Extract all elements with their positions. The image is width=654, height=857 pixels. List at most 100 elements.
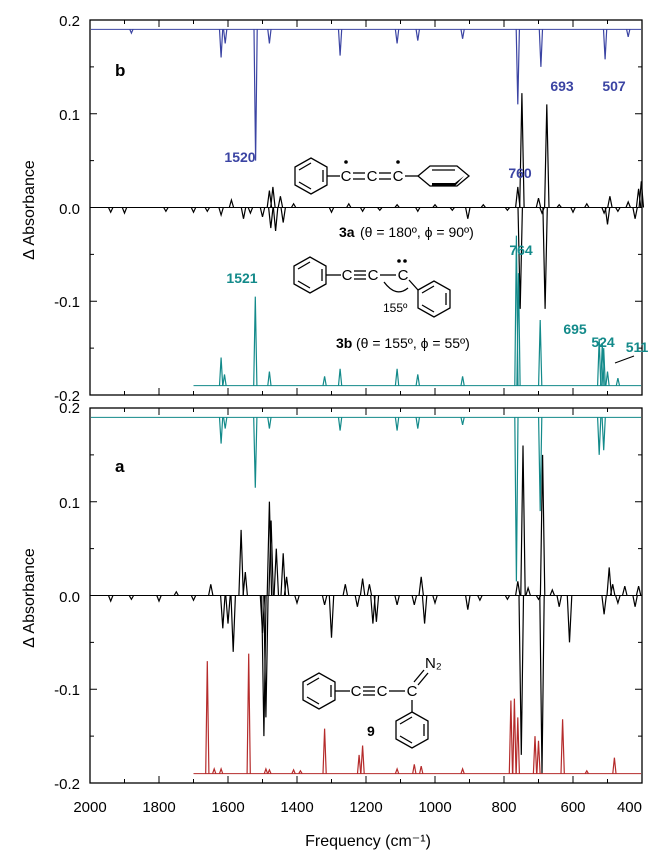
spectral-peak	[606, 567, 612, 596]
spectral-peak	[460, 767, 465, 774]
spectral-peak	[394, 29, 400, 44]
spectral-peak	[291, 768, 296, 774]
spectral-peak	[230, 595, 236, 652]
peak-label: 524	[591, 334, 615, 350]
spectral-peak	[394, 595, 400, 606]
panel-b-ytick: -0.1	[54, 294, 80, 311]
spectral-peak	[356, 754, 362, 774]
molecule-3b-label: 3b	[336, 335, 352, 351]
spectral-peak	[449, 207, 455, 212]
spectral-peak	[421, 595, 428, 624]
spectral-peak	[267, 29, 272, 44]
panel-a-calc-inverted-trace	[91, 416, 641, 582]
spectral-peak	[412, 764, 417, 774]
spectral-peak	[632, 595, 638, 607]
spectral-peak	[220, 595, 226, 629]
peak-label: 693	[550, 78, 574, 94]
spectral-peak	[638, 181, 645, 208]
spectral-peak	[247, 207, 254, 215]
panel-a-ytick: 0.2	[59, 400, 80, 417]
spectral-peak	[263, 595, 269, 718]
spectral-peak	[538, 29, 544, 67]
spectral-peak	[218, 767, 224, 774]
spectral-peak	[601, 417, 606, 451]
spectral-peak	[267, 768, 272, 774]
spectral-peak	[267, 371, 272, 386]
spectral-peak	[411, 595, 418, 606]
panel-b-ylabel: Δ Absorbance	[21, 160, 38, 260]
spectral-peak	[597, 338, 602, 386]
spectral-peak	[504, 595, 511, 601]
spectral-peak	[601, 595, 607, 615]
spectral-peak	[261, 595, 267, 737]
svg-text:C: C	[407, 683, 418, 700]
spectral-peak	[328, 595, 335, 638]
spectral-peak	[480, 203, 486, 208]
spectral-peak	[570, 207, 576, 214]
x-tick-label: 2000	[73, 799, 106, 816]
spectral-peak	[253, 417, 258, 488]
spectral-peak	[280, 553, 286, 596]
spectral-peak	[584, 202, 590, 208]
spectral-peak	[600, 343, 605, 386]
spectral-peak	[373, 595, 380, 622]
molecule-3b-params: (θ = 155º, ϕ = 55º)	[356, 335, 470, 351]
spectral-peak	[294, 595, 300, 606]
spectral-peak	[163, 207, 169, 213]
spectral-peak	[253, 296, 258, 386]
spectral-peak	[542, 207, 548, 309]
peak-label: 760	[508, 165, 532, 181]
molecule-3a-params: (θ = 180º, ϕ = 90º)	[360, 224, 474, 240]
panel-b-ytick: 0.1	[59, 107, 80, 124]
spectral-peak	[465, 595, 471, 610]
spectral-peak	[560, 719, 565, 774]
spectral-peak	[253, 29, 258, 161]
spectral-peak	[604, 207, 611, 225]
spectral-peak	[621, 585, 628, 596]
spectral-peak	[625, 200, 631, 208]
spectral-peak	[477, 595, 483, 602]
spectral-peak	[394, 368, 400, 386]
peak-label: 507	[602, 78, 626, 94]
spectral-peak	[556, 595, 562, 607]
panel-a-ytick: 0.0	[59, 589, 80, 606]
spectral-peak	[266, 501, 273, 596]
molecule-3a-structure: C C C	[294, 157, 471, 195]
spectral-peak	[601, 348, 606, 386]
spectral-peak	[536, 740, 541, 774]
svg-text:C: C	[341, 168, 352, 185]
spectral-peak	[460, 29, 465, 39]
spectral-peak	[544, 104, 550, 208]
spectral-peak	[218, 29, 224, 58]
spectral-peak	[394, 767, 400, 774]
spectral-peak	[539, 595, 545, 774]
spectral-peak	[223, 417, 228, 429]
spectral-peak	[415, 207, 421, 213]
spectral-peak	[263, 767, 269, 774]
spectral-peak	[205, 661, 210, 774]
spectral-peak	[538, 319, 543, 386]
svg-text:C: C	[398, 267, 409, 284]
spectral-peak	[212, 767, 217, 774]
spectral-peak	[366, 584, 373, 596]
panel-a-calc-trace	[193, 653, 641, 775]
spectral-peak	[290, 202, 297, 208]
spectral-peak	[516, 273, 521, 386]
spectral-peak	[321, 595, 328, 606]
spectral-peak	[418, 576, 424, 596]
panel-a	[89, 407, 643, 784]
spectral-peak	[632, 207, 638, 219]
spectral-peak	[460, 376, 465, 386]
panel-b	[89, 19, 645, 396]
spectral-peak	[518, 595, 525, 755]
angle-label: 155º	[383, 301, 408, 315]
svg-text:C: C	[377, 683, 388, 700]
spectral-peak	[107, 595, 114, 603]
spectral-peak	[612, 757, 617, 774]
peak-label: 511	[626, 339, 649, 355]
panel-b-ytick: -0.2	[54, 388, 80, 405]
spectral-peak	[609, 584, 616, 596]
spectral-peak	[218, 357, 224, 386]
panel-a-letter: a	[115, 457, 125, 476]
spectral-peak	[208, 584, 214, 596]
